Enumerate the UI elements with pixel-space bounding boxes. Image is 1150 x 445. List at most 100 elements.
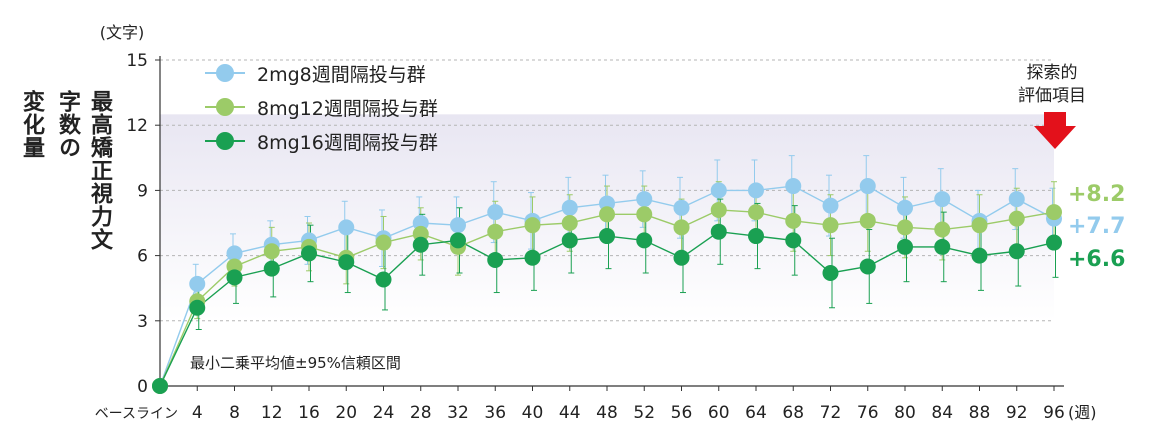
data-point-0 bbox=[934, 191, 951, 208]
y-tick-label: 6 bbox=[137, 247, 148, 267]
data-point-0 bbox=[859, 178, 876, 195]
x-tick-label: 40 bbox=[522, 403, 544, 423]
data-point-0 bbox=[785, 178, 802, 195]
data-point-2 bbox=[822, 264, 839, 281]
y-axis-title-line-1: 最高矯正視力文字数の bbox=[55, 90, 112, 251]
data-point-0 bbox=[748, 182, 764, 199]
data-point-1 bbox=[263, 243, 280, 260]
legend-marker-2mg8w bbox=[205, 63, 245, 83]
data-point-0 bbox=[636, 191, 653, 208]
legend-marker-8mg12w bbox=[205, 97, 245, 117]
end-label-8mg12w: +8.2 bbox=[1068, 182, 1126, 207]
x-tick-label: ベースライン bbox=[95, 406, 178, 422]
data-point-2 bbox=[673, 249, 690, 266]
data-point-0 bbox=[561, 199, 578, 216]
data-point-2 bbox=[524, 249, 541, 266]
x-tick-label: 20 bbox=[335, 403, 357, 423]
legend-item-8mg12w: 8mg12週間隔投与群 bbox=[205, 90, 438, 124]
end-label-8mg16w: +6.6 bbox=[1068, 247, 1126, 272]
data-point-2 bbox=[226, 269, 243, 286]
legend-marker-8mg16w bbox=[205, 131, 245, 151]
data-point-2 bbox=[301, 245, 317, 262]
data-point-1 bbox=[822, 217, 839, 234]
legend-label-8mg16w: 8mg16週間隔投与群 bbox=[257, 131, 438, 154]
x-tick-label: 48 bbox=[596, 403, 618, 423]
data-point-2 bbox=[487, 251, 504, 268]
data-point-1 bbox=[599, 206, 615, 223]
data-point-2 bbox=[785, 232, 802, 249]
y-axis-title-line-2: 変化量 bbox=[19, 90, 44, 159]
data-point-2 bbox=[971, 247, 988, 264]
legend-item-8mg16w: 8mg16週間隔投与群 bbox=[205, 124, 438, 158]
data-point-1 bbox=[1008, 210, 1025, 227]
x-tick-label: 16 bbox=[298, 403, 320, 423]
data-point-1 bbox=[934, 221, 951, 238]
down-arrow-icon bbox=[1034, 112, 1076, 149]
x-tick-label: 8 bbox=[229, 403, 240, 423]
data-point-1 bbox=[561, 215, 578, 231]
x-tick-label: 28 bbox=[410, 403, 432, 423]
data-point-1 bbox=[971, 217, 988, 234]
data-point-2 bbox=[897, 238, 913, 255]
x-tick-label: 4 bbox=[192, 403, 203, 423]
y-tick-label: 15 bbox=[126, 51, 148, 71]
x-tick-label: 76 bbox=[857, 403, 879, 423]
data-point-1 bbox=[487, 223, 504, 240]
x-tick-label: 68 bbox=[782, 403, 804, 423]
data-point-1 bbox=[748, 204, 764, 221]
data-point-2 bbox=[412, 236, 429, 253]
data-point-0 bbox=[338, 219, 355, 236]
data-point-2 bbox=[859, 258, 876, 275]
data-point-1 bbox=[375, 234, 392, 251]
x-tick-label: 64 bbox=[745, 403, 767, 423]
data-point-0 bbox=[450, 217, 466, 234]
data-point-2 bbox=[338, 254, 355, 271]
data-point-0 bbox=[226, 245, 243, 262]
x-tick-label: 52 bbox=[633, 403, 655, 423]
x-tick-label: 24 bbox=[373, 403, 395, 423]
data-point-0 bbox=[673, 199, 690, 216]
x-tick-label: 44 bbox=[559, 403, 581, 423]
exploratory-endpoint-label: 探索的 評価項目 bbox=[1002, 62, 1102, 108]
data-point-1 bbox=[524, 217, 541, 234]
data-point-2 bbox=[375, 271, 392, 288]
data-point-2 bbox=[189, 299, 206, 316]
data-point-2 bbox=[710, 223, 727, 240]
legend: 2mg8週間隔投与群 8mg12週間隔投与群 8mg16週間隔投与群 bbox=[205, 56, 438, 158]
exploratory-line-1: 探索的 bbox=[1026, 63, 1078, 83]
data-point-1 bbox=[859, 212, 876, 229]
x-tick-label: 56 bbox=[671, 403, 693, 423]
x-tick-label: 60 bbox=[708, 403, 730, 423]
data-point-1 bbox=[636, 206, 653, 223]
y-tick-label: 3 bbox=[137, 312, 148, 332]
end-label-2mg8w: +7.7 bbox=[1068, 214, 1126, 239]
data-point-0 bbox=[1008, 191, 1025, 208]
x-unit-label: (週) bbox=[1068, 403, 1097, 422]
ci-annotation: 最小二乗平均値±95%信頼区間 bbox=[190, 354, 401, 372]
x-tick-label: 12 bbox=[261, 403, 283, 423]
data-point-1 bbox=[1046, 204, 1062, 221]
y-tick-label: 12 bbox=[126, 116, 148, 136]
data-point-2 bbox=[152, 378, 168, 394]
y-tick-label: 9 bbox=[137, 181, 148, 201]
x-tick-label: 32 bbox=[447, 403, 469, 423]
data-point-1 bbox=[710, 201, 727, 218]
data-point-2 bbox=[748, 228, 764, 245]
data-point-2 bbox=[263, 260, 280, 277]
y-axis-title: 最高矯正視力文字数の 変化量 bbox=[19, 90, 112, 260]
data-point-0 bbox=[822, 197, 839, 214]
data-point-0 bbox=[189, 275, 206, 292]
y-tick-label: 0 bbox=[137, 377, 148, 397]
data-point-1 bbox=[673, 219, 690, 236]
data-point-2 bbox=[599, 228, 615, 245]
legend-label-8mg12w: 8mg12週間隔投与群 bbox=[257, 97, 438, 120]
data-point-1 bbox=[897, 219, 913, 236]
legend-label-2mg8w: 2mg8週間隔投与群 bbox=[257, 63, 426, 86]
data-point-2 bbox=[1008, 243, 1025, 260]
x-tick-label: 88 bbox=[969, 403, 991, 423]
data-point-2 bbox=[636, 232, 653, 249]
x-tick-label: 80 bbox=[894, 403, 916, 423]
legend-item-2mg8w: 2mg8週間隔投与群 bbox=[205, 56, 438, 90]
x-tick-label: 84 bbox=[931, 403, 953, 423]
